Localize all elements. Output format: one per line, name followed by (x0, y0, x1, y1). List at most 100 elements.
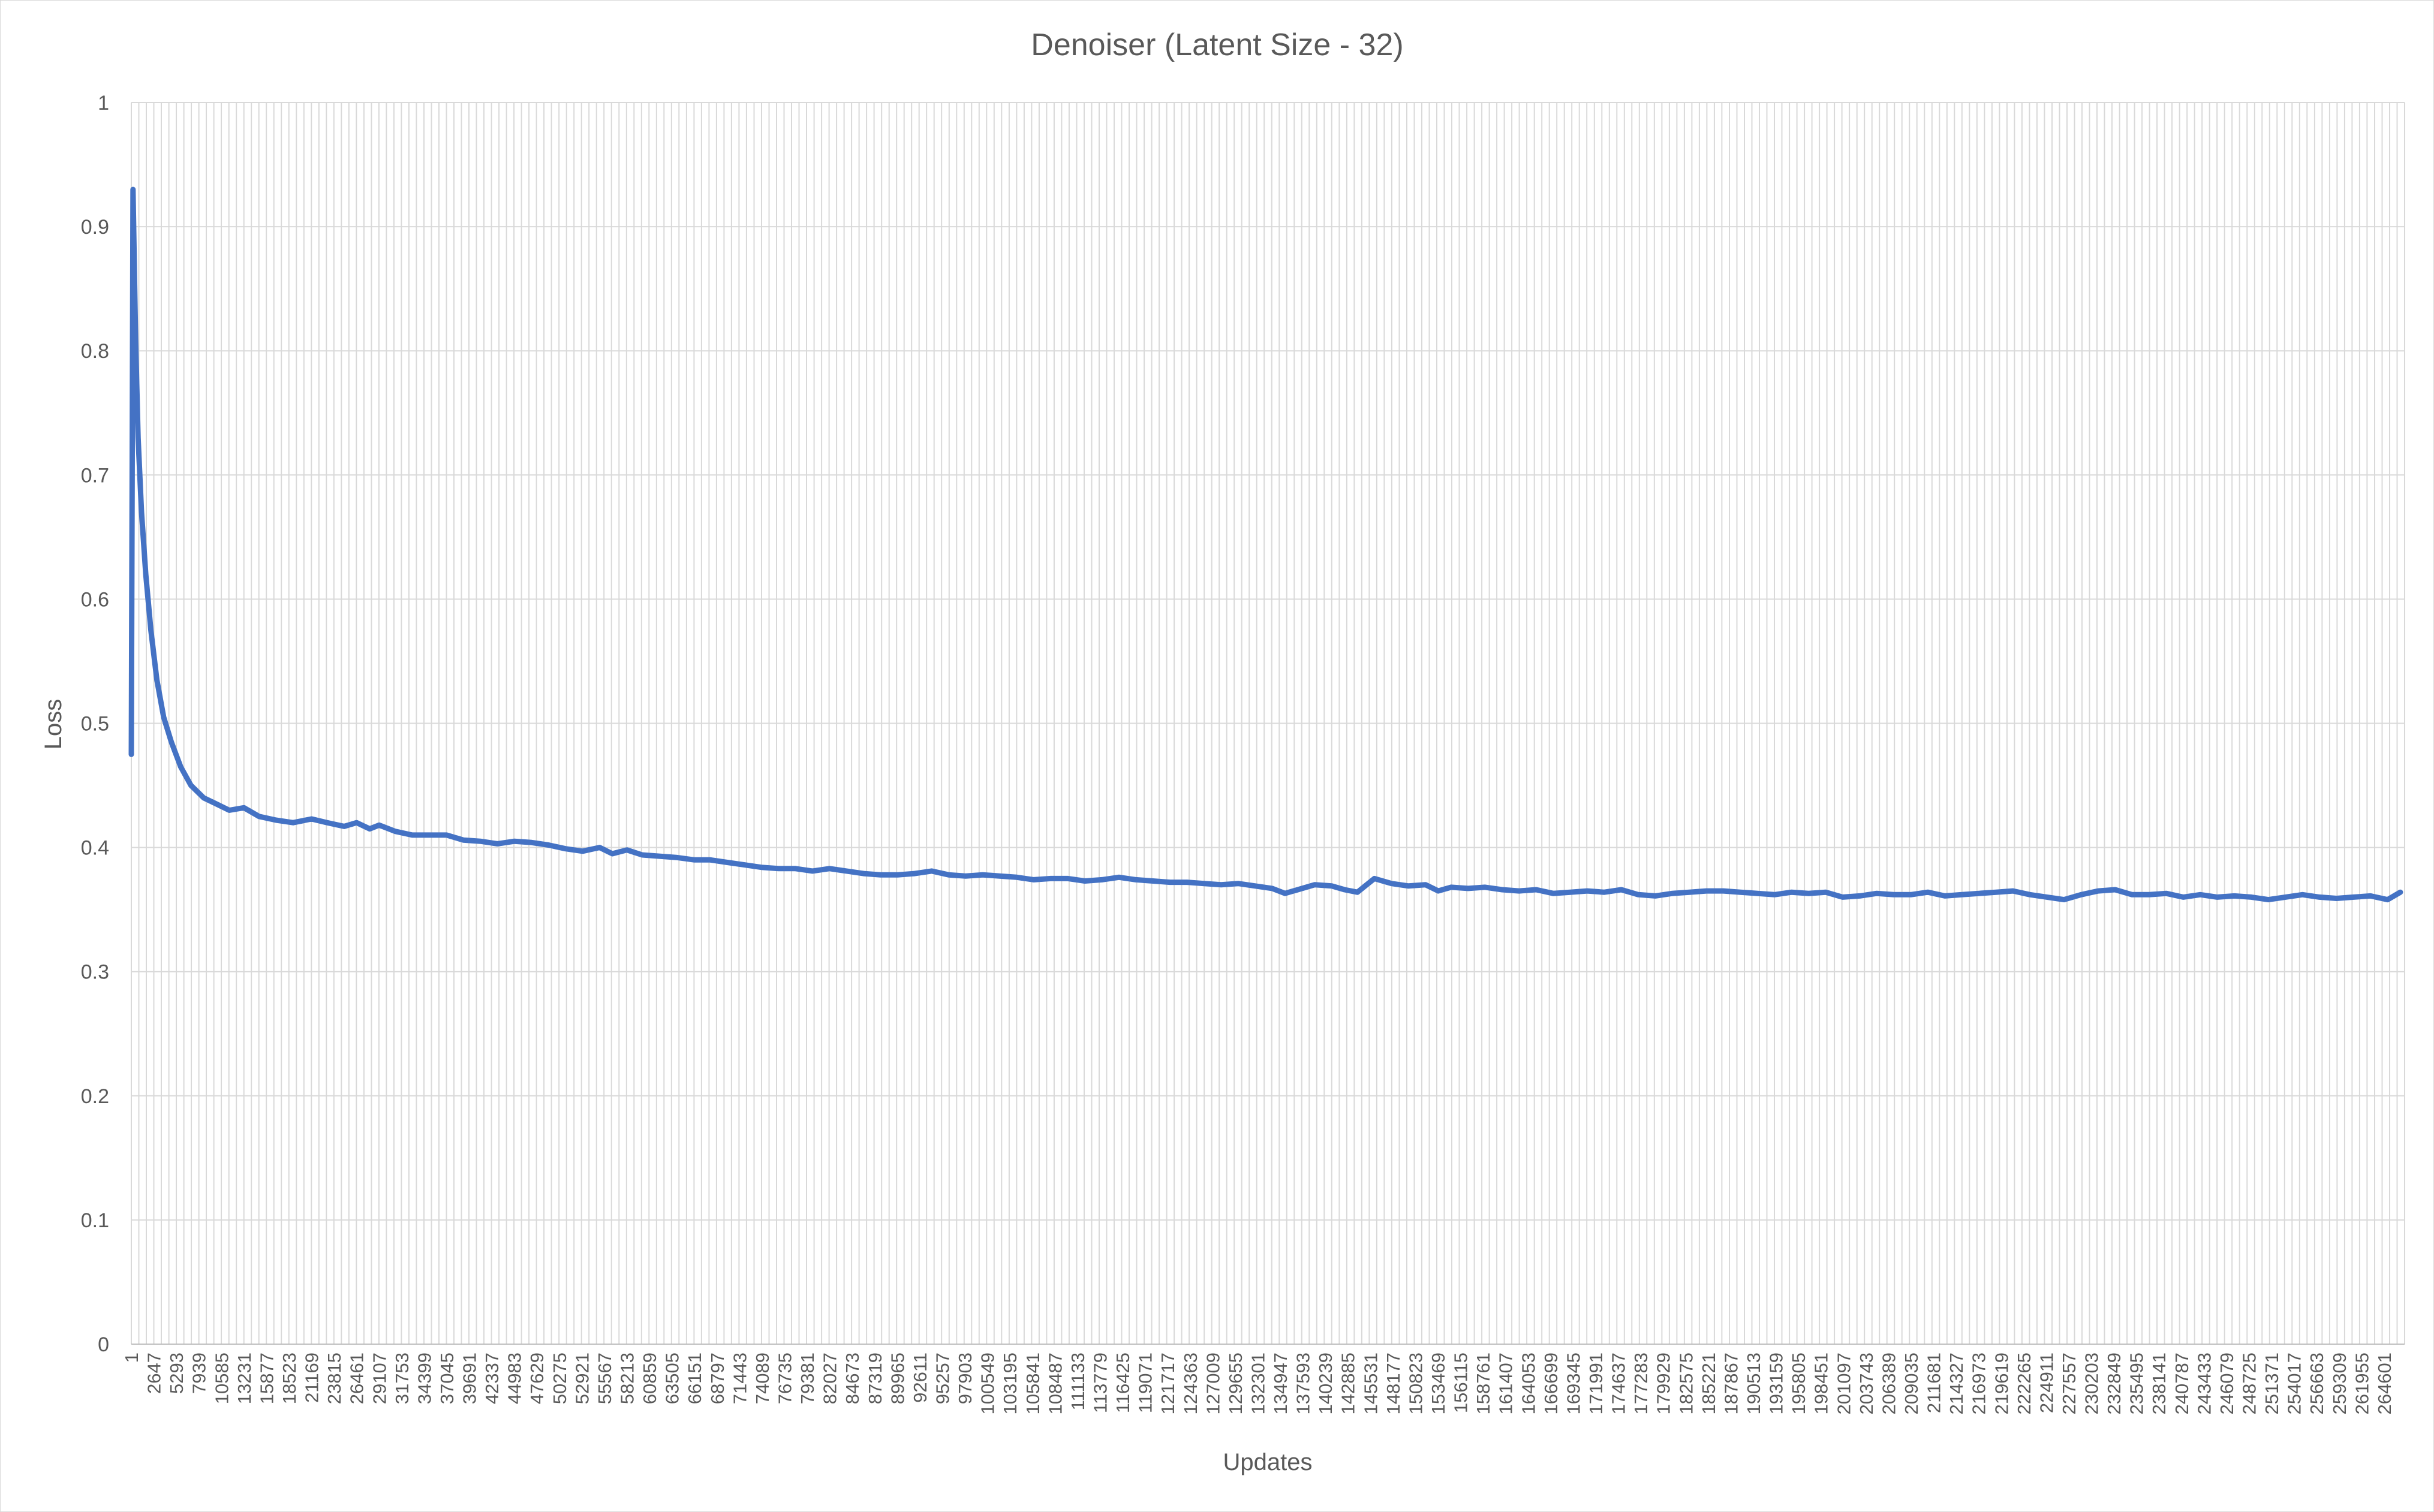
x-tick-label: 55567 (594, 1353, 615, 1404)
data-point (1653, 893, 1658, 899)
x-tick-label: 87319 (865, 1353, 886, 1404)
x-tick-label: 195805 (1788, 1353, 1809, 1414)
x-tick-label: 182575 (1675, 1353, 1696, 1414)
data-point (657, 854, 662, 859)
x-tick-label: 132301 (1248, 1353, 1269, 1414)
data-point (1584, 888, 1590, 894)
data-point (1389, 881, 1394, 886)
data-point (1823, 890, 1828, 895)
data-point (1789, 890, 1794, 895)
data-point (1406, 883, 1411, 888)
x-tick-label: 230203 (2081, 1353, 2102, 1414)
x-tick-label: 248725 (2239, 1353, 2260, 1414)
x-tick-label: 251371 (2261, 1353, 2282, 1414)
data-point (1253, 883, 1258, 888)
x-tick-label: 140239 (1315, 1353, 1336, 1414)
data-point (161, 715, 166, 720)
data-point (1874, 891, 1879, 896)
x-tick-label: 201097 (1833, 1353, 1854, 1414)
y-tick-label: 0 (98, 1333, 109, 1356)
x-tick-label: 214327 (1946, 1353, 1967, 1414)
data-point (793, 866, 798, 871)
data-point (1857, 893, 1863, 899)
data-point (776, 866, 781, 871)
x-axis-title: Updates (1223, 1449, 1313, 1475)
x-tick-label: 127009 (1202, 1353, 1223, 1414)
data-point (708, 857, 713, 863)
data-point (2232, 893, 2237, 899)
data-point (133, 336, 139, 341)
data-point (154, 677, 160, 682)
x-tick-label: 58213 (617, 1353, 638, 1404)
data-point (2397, 890, 2403, 895)
data-point (742, 862, 747, 868)
data-point (1942, 893, 1948, 899)
data-point (290, 820, 296, 826)
y-tick-label: 0.2 (81, 1085, 109, 1108)
data-point (759, 865, 764, 870)
data-point (139, 510, 144, 515)
x-tick-label: 7939 (189, 1353, 210, 1394)
data-point (1202, 881, 1207, 886)
x-tick-label: 18523 (279, 1353, 300, 1404)
y-tick-label: 0.9 (81, 216, 109, 239)
x-tick-label: 34399 (414, 1353, 435, 1404)
data-point (639, 853, 645, 857)
data-point (273, 818, 279, 823)
data-point (1687, 890, 1692, 895)
x-tick-label: 84673 (842, 1353, 863, 1404)
data-point (1517, 888, 1522, 894)
data-point (178, 764, 183, 769)
data-point (1891, 892, 1897, 897)
data-point (241, 805, 246, 811)
x-tick-label: 10585 (211, 1353, 232, 1404)
x-tick-label: 129655 (1225, 1353, 1246, 1414)
x-tick-label: 5293 (166, 1353, 187, 1394)
x-tick-label: 60859 (639, 1353, 660, 1404)
x-tick-label: 161407 (1496, 1353, 1517, 1414)
x-tick-label: 108487 (1045, 1353, 1066, 1414)
data-point (1235, 881, 1241, 886)
data-point (597, 845, 602, 850)
data-point (2164, 891, 2169, 896)
data-point (169, 739, 174, 745)
data-point (844, 868, 849, 874)
data-point (2113, 887, 2118, 892)
data-point (1618, 887, 1624, 892)
x-tick-label: 97903 (955, 1353, 976, 1404)
x-tick-label: 71443 (729, 1353, 750, 1404)
x-tick-label: 264601 (2374, 1353, 2395, 1414)
y-tick-label: 1 (98, 92, 109, 115)
x-tick-label: 185221 (1698, 1353, 1719, 1414)
y-tick-label: 0.5 (81, 713, 109, 736)
data-point (148, 628, 154, 633)
data-point (1669, 891, 1675, 896)
x-tick-label: 193159 (1766, 1353, 1787, 1414)
data-point (997, 874, 1003, 879)
x-tick-label: 145531 (1360, 1353, 1381, 1414)
y-axis-tick-labels: 0 0.1 0.2 0.3 0.4 0.5 0.6 0.7 0.8 0.9 1 (81, 92, 109, 1356)
x-tick-label: 68797 (707, 1353, 728, 1404)
y-tick-label: 0.6 (81, 588, 109, 611)
data-point (1312, 882, 1317, 887)
data-point (1099, 877, 1105, 882)
x-tick-label: 261955 (2351, 1353, 2372, 1414)
y-tick-label: 0.1 (81, 1209, 109, 1232)
data-point (1959, 892, 1964, 897)
data-point (1721, 888, 1726, 894)
data-point (393, 829, 398, 834)
data-point (1500, 887, 1505, 892)
data-point (1355, 890, 1360, 895)
x-tick-label: 187867 (1720, 1353, 1741, 1414)
x-tick-label: 232849 (2104, 1353, 2125, 1414)
data-point (1218, 882, 1224, 887)
x-tick-label: 89965 (887, 1353, 908, 1404)
data-point (563, 846, 568, 851)
x-tick-label: 113779 (1090, 1353, 1111, 1413)
data-point (1602, 890, 1607, 895)
data-point (1436, 888, 1441, 894)
data-point (580, 848, 585, 854)
data-point (1466, 885, 1471, 891)
data-point (257, 814, 261, 819)
data-point (341, 824, 347, 829)
